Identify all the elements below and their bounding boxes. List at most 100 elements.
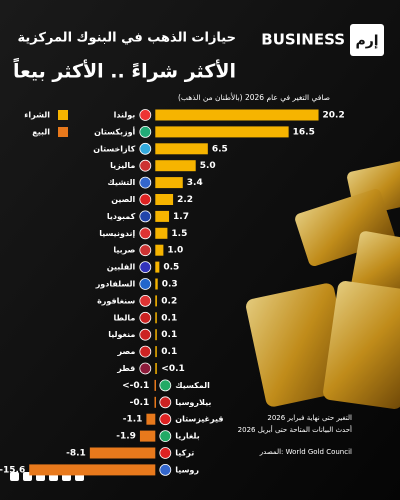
bar — [155, 160, 196, 172]
flag — [139, 109, 152, 121]
value-label: 16.5 — [293, 127, 315, 137]
footnote: أحدث البيانات المتاحة حتى أبريل 2026 — [238, 425, 352, 434]
footnote: التغير حتى نهاية فبراير 2026 — [267, 414, 352, 422]
logo: إرم — [355, 33, 378, 49]
flag — [139, 159, 152, 172]
value-label: -8.1 — [66, 449, 86, 459]
bar — [139, 430, 156, 442]
flag — [139, 210, 152, 223]
flag — [139, 328, 152, 341]
bar — [154, 379, 156, 391]
legend-label: الشراء — [24, 111, 50, 120]
value-label: 6.5 — [212, 144, 228, 154]
value-label: 2.2 — [177, 195, 193, 205]
category-label: السلفادور — [95, 280, 136, 289]
bar — [155, 194, 174, 205]
category-label: المكسيك — [175, 381, 210, 390]
category-label: بلغاريا — [175, 432, 199, 441]
bar — [89, 447, 156, 459]
category-label: تركيا — [175, 449, 194, 458]
flag — [159, 379, 172, 392]
bar — [155, 261, 160, 273]
flag — [139, 142, 152, 155]
bar — [155, 312, 157, 324]
flag — [139, 227, 152, 240]
bar — [155, 227, 168, 239]
flag — [139, 244, 152, 257]
bar — [29, 464, 156, 476]
value-label: 0.3 — [162, 280, 178, 290]
chart-title: حيازات الذهب في البنوك المركزية — [17, 31, 236, 46]
legend-swatch — [58, 110, 68, 120]
axis-label: صافي التغير في عام 2026 (بالأطنان من الذ… — [178, 92, 330, 102]
flag — [139, 193, 152, 206]
bar — [154, 396, 156, 408]
category-label: ماليزيا — [110, 161, 135, 170]
value-label: 0.2 — [161, 296, 177, 306]
category-label: قطر — [116, 364, 135, 373]
flag — [159, 463, 172, 476]
footnote: المصدر: World Gold Council — [259, 448, 352, 456]
value-label: 0.1 — [161, 330, 177, 340]
bar — [155, 177, 183, 189]
brand-name: BUSINESS — [261, 31, 345, 49]
flag — [159, 447, 172, 459]
logo-box — [350, 24, 384, 56]
bar — [155, 143, 208, 155]
flag — [139, 362, 152, 375]
flag — [139, 278, 152, 290]
bar — [155, 278, 158, 290]
category-label: بولندا — [114, 111, 136, 120]
value-label: -15.6 — [0, 465, 25, 475]
flag — [139, 176, 152, 189]
category-label: أوزبكستان — [94, 126, 135, 136]
category-label: إندونيسيا — [99, 229, 135, 238]
category-label: بيلاروسيا — [175, 398, 211, 407]
value-label: 1.7 — [173, 212, 189, 222]
category-label: كمبوديا — [107, 212, 136, 221]
flag — [139, 125, 152, 138]
value-label: 5.0 — [200, 161, 216, 171]
chart-subtitle: الأكثر شراءً .. الأكثر بيعاً — [13, 57, 236, 82]
category-label: روسيا — [175, 465, 199, 474]
flag — [159, 396, 172, 409]
category-label: كازاخستان — [93, 144, 135, 153]
value-label: 0.1 — [161, 313, 177, 323]
flag — [159, 413, 172, 426]
category-label: الصين — [111, 195, 135, 204]
bar — [155, 126, 289, 138]
value-label: -0.1 — [130, 398, 150, 408]
bar — [146, 413, 156, 425]
bar — [155, 109, 319, 121]
category-label: صربيا — [113, 246, 135, 255]
category-label: مالطا — [114, 313, 136, 322]
flag — [139, 294, 152, 307]
category-label: قيرغيزستان — [175, 415, 223, 424]
bar — [155, 329, 157, 341]
value-label: 3.4 — [187, 178, 203, 188]
gold-decoration — [246, 159, 400, 409]
value-label: 0.1 — [161, 347, 177, 357]
flag — [159, 430, 172, 443]
category-label: سنغافورة — [97, 296, 135, 305]
bar — [155, 244, 164, 256]
category-label: التشيك — [107, 178, 135, 187]
legend-swatch — [58, 127, 68, 137]
value-label: 1.0 — [167, 246, 183, 256]
value-label: 0.5 — [163, 263, 179, 273]
legend-label: البيع — [32, 128, 50, 137]
flag — [139, 311, 152, 324]
flag — [139, 261, 152, 274]
category-label: منغوليا — [108, 330, 135, 339]
value-label: -1.1 — [123, 415, 143, 425]
value-label: <-0.1 — [122, 381, 149, 391]
bar — [155, 346, 157, 358]
flag — [139, 345, 152, 358]
bar — [155, 210, 170, 222]
category-label: مصر — [116, 347, 135, 356]
bar — [155, 295, 157, 307]
value-label: -1.9 — [116, 432, 136, 442]
value-label: <0.1 — [161, 364, 184, 374]
